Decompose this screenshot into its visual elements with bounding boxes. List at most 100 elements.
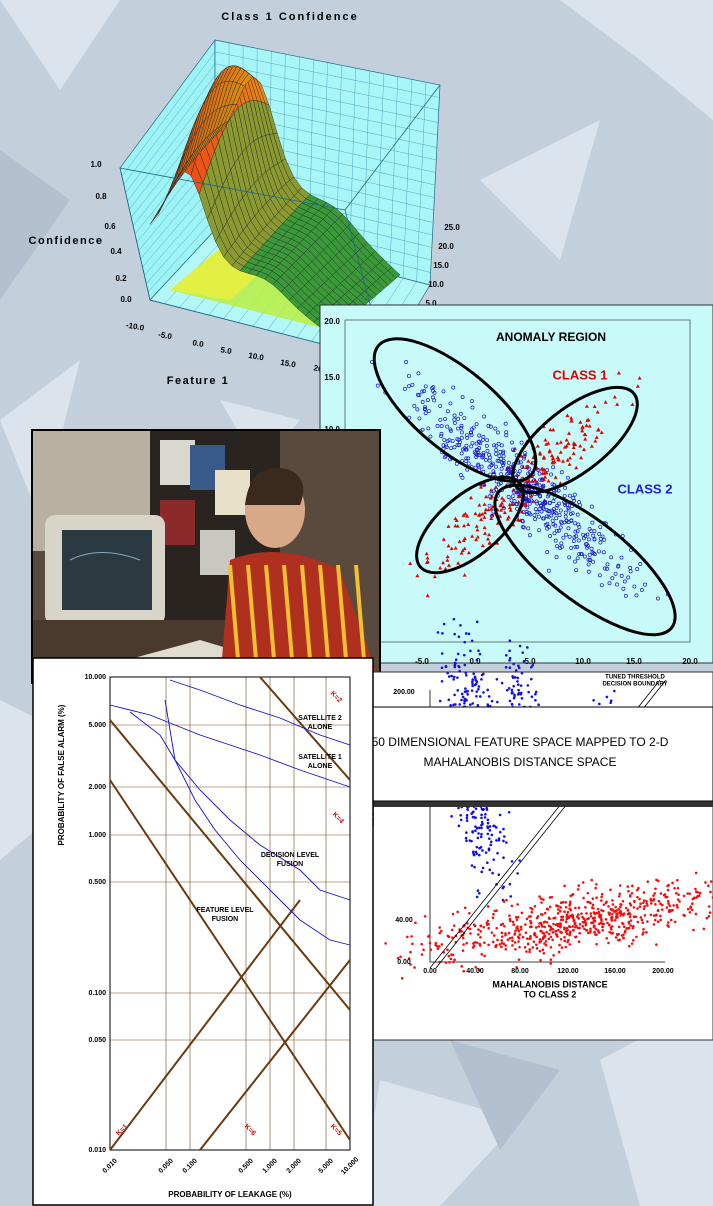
scatter-point (456, 689, 460, 692)
scatter-point (450, 928, 454, 932)
scatter-point (557, 513, 562, 518)
scatter-point (473, 675, 477, 679)
scatter-point (449, 704, 452, 707)
grid-line (121, 51, 216, 177)
scatter-point (516, 683, 520, 686)
scatter-point (539, 958, 542, 962)
scatter-point (591, 559, 595, 564)
scatter-point (574, 534, 579, 539)
scatter-point (483, 816, 487, 819)
anomaly-boundaries (372, 337, 677, 637)
scatter-point (404, 360, 409, 364)
scatter-point (627, 889, 630, 893)
scatter-point (485, 806, 488, 810)
scatter-point (630, 891, 634, 895)
scatter-point (598, 912, 601, 916)
scatter-point (556, 457, 561, 462)
scatter-point (483, 954, 486, 958)
scatter-point (518, 703, 521, 706)
scatter-point (464, 687, 467, 690)
scatter-point (462, 523, 467, 528)
scatter-point (592, 537, 597, 542)
scatter-point (591, 897, 595, 900)
scatter-point (589, 927, 592, 931)
scatter-point (645, 931, 648, 934)
scatter-point (524, 931, 528, 935)
scatter-point (566, 507, 571, 512)
scatter-point (475, 658, 479, 662)
scatter-point (554, 516, 559, 521)
scatter-point (568, 925, 572, 929)
y-tick-label: 25.0 (444, 223, 460, 232)
scatter-point (420, 953, 424, 956)
scatter-point (462, 546, 467, 551)
scatter-point (481, 450, 486, 455)
scatter-point (447, 954, 451, 958)
scatter-point (464, 673, 468, 677)
scatter-point (607, 581, 612, 586)
scatter-point (673, 920, 677, 924)
scatter-point (501, 449, 506, 454)
scatter-point (538, 949, 542, 953)
scatter-point (580, 425, 585, 430)
scatter-point (526, 459, 531, 463)
scatter-point (675, 903, 679, 907)
scatter-point (630, 402, 635, 406)
scatter-point (579, 455, 584, 460)
scatter-point (498, 813, 502, 817)
scatter-point (597, 532, 602, 536)
scatter-point (618, 892, 622, 896)
scatter-point (468, 911, 471, 915)
scatter-point (500, 945, 503, 949)
scatter-point (609, 555, 614, 560)
scatter-point (445, 409, 450, 414)
scatter-point (478, 944, 482, 947)
scatter-point (490, 931, 494, 934)
scatter-point (586, 900, 590, 904)
scatter-point (453, 663, 457, 667)
scatter-point (689, 906, 692, 910)
scatter-point (557, 950, 561, 954)
scatter-point (445, 554, 450, 559)
scatter-point (499, 466, 504, 471)
y-tick-label: 0.010 (88, 1147, 106, 1154)
caption-line: 50 DIMENSIONAL FEATURE SPACE MAPPED TO 2… (372, 735, 669, 749)
scatter-point (529, 919, 532, 923)
scatter-point (466, 550, 471, 555)
scatter-point (581, 881, 585, 884)
scatter-point (595, 896, 598, 899)
scatter-point (525, 917, 529, 921)
boundary-ellipse (372, 337, 538, 483)
scatter-point (645, 902, 649, 905)
scatter-point (567, 462, 572, 466)
scatter-point (427, 934, 431, 938)
scatter-point (466, 461, 471, 466)
scatter-point (628, 902, 632, 905)
scatter-point (485, 923, 489, 927)
scatter-point (408, 561, 413, 565)
scatter-point (489, 463, 494, 467)
scatter-point (660, 903, 664, 907)
scatter-point (506, 514, 511, 519)
scatter-point (626, 885, 630, 888)
scatter-point (474, 807, 478, 811)
scatter-point (502, 510, 507, 514)
scatter-point (601, 925, 605, 929)
scatter-point (585, 929, 588, 932)
scatter-point (652, 894, 655, 897)
y-tick-label: 1.000 (88, 832, 106, 839)
scatter-point (564, 532, 569, 537)
scatter-point (477, 853, 481, 857)
y-tick-label: 20.0 (324, 317, 340, 326)
scatter-point (539, 912, 543, 916)
surface-x-label: Feature 1 (167, 375, 229, 387)
scatter-point (465, 831, 468, 834)
scatter-point (551, 522, 556, 527)
scatter-point (554, 916, 557, 920)
scatter-point (438, 699, 442, 703)
scatter-point (585, 912, 588, 915)
roc-annotation: ALONE (308, 724, 333, 731)
scatter-point (453, 546, 458, 550)
scatter-point (577, 917, 580, 920)
scatter-point (577, 940, 581, 944)
